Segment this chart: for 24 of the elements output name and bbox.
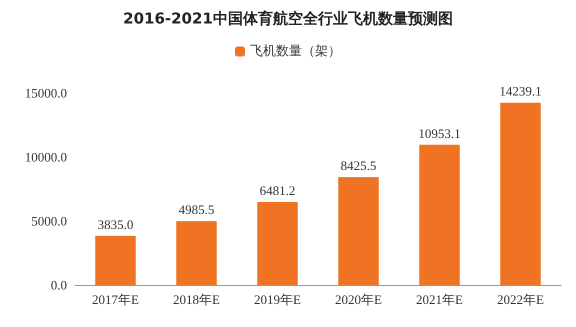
bar (95, 236, 136, 285)
data-label: 14239.1 (499, 84, 542, 99)
data-label: 4985.5 (178, 202, 214, 218)
bar (338, 177, 379, 285)
data-label: 10953.1 (418, 126, 461, 141)
x-tick-label: 2020年E (335, 292, 382, 307)
y-tick-label: 5000.0 (31, 214, 67, 228)
x-tick-label: 2019年E (254, 292, 302, 307)
chart-title: 2016-2021中国体育航空全行业飞机数量预测图 (123, 10, 453, 28)
bar (500, 102, 541, 285)
y-tick-label: 10000.0 (24, 150, 67, 164)
y-tick-label: 15000.0 (24, 86, 67, 100)
data-label: 3835.0 (98, 216, 134, 232)
legend-label: 飞机数量（架） (250, 44, 341, 59)
x-tick-label: 2018年E (173, 292, 220, 307)
x-tick-label: 2022年E (497, 292, 544, 307)
bar (257, 202, 298, 285)
x-tick-label: 2017年E (92, 292, 140, 307)
bar (419, 144, 460, 285)
x-tick-label: 2021年E (416, 292, 464, 307)
y-tick-label: 0.0 (50, 278, 67, 292)
data-label: 6481.2 (260, 183, 296, 198)
bar (176, 221, 217, 285)
data-label: 8425.5 (340, 158, 376, 174)
